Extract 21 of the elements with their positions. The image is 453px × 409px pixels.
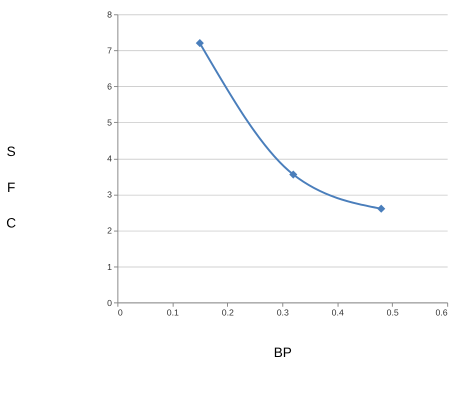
x-axis-title: BP <box>274 345 292 360</box>
point <box>196 39 204 48</box>
y-tick-label: 6 <box>107 82 112 92</box>
x-tick-label: 0.5 <box>386 307 399 318</box>
y-tick-label: 3 <box>107 190 112 200</box>
y-tick-label: 0 <box>107 298 112 308</box>
x-tick-label: 0.1 <box>166 307 180 318</box>
y-tick-label: 4 <box>107 154 112 164</box>
y-tick-label: 5 <box>107 118 112 128</box>
point <box>289 170 298 179</box>
x-tick-label: 0.6 <box>436 307 448 318</box>
x-tick-label: 0 <box>118 307 123 318</box>
text: SFC <box>6 144 16 231</box>
point <box>377 204 386 213</box>
x-tick-label: 0.4 <box>332 307 344 318</box>
y-tick-label: 7 <box>107 46 112 56</box>
x-tick-label: 0.3 <box>276 307 289 318</box>
y-tick-label: 2 <box>107 226 112 236</box>
x-tick-label: 0.2 <box>222 307 234 318</box>
y-tick-label: 8 <box>107 10 112 20</box>
y-tick-label: 1 <box>107 262 112 272</box>
